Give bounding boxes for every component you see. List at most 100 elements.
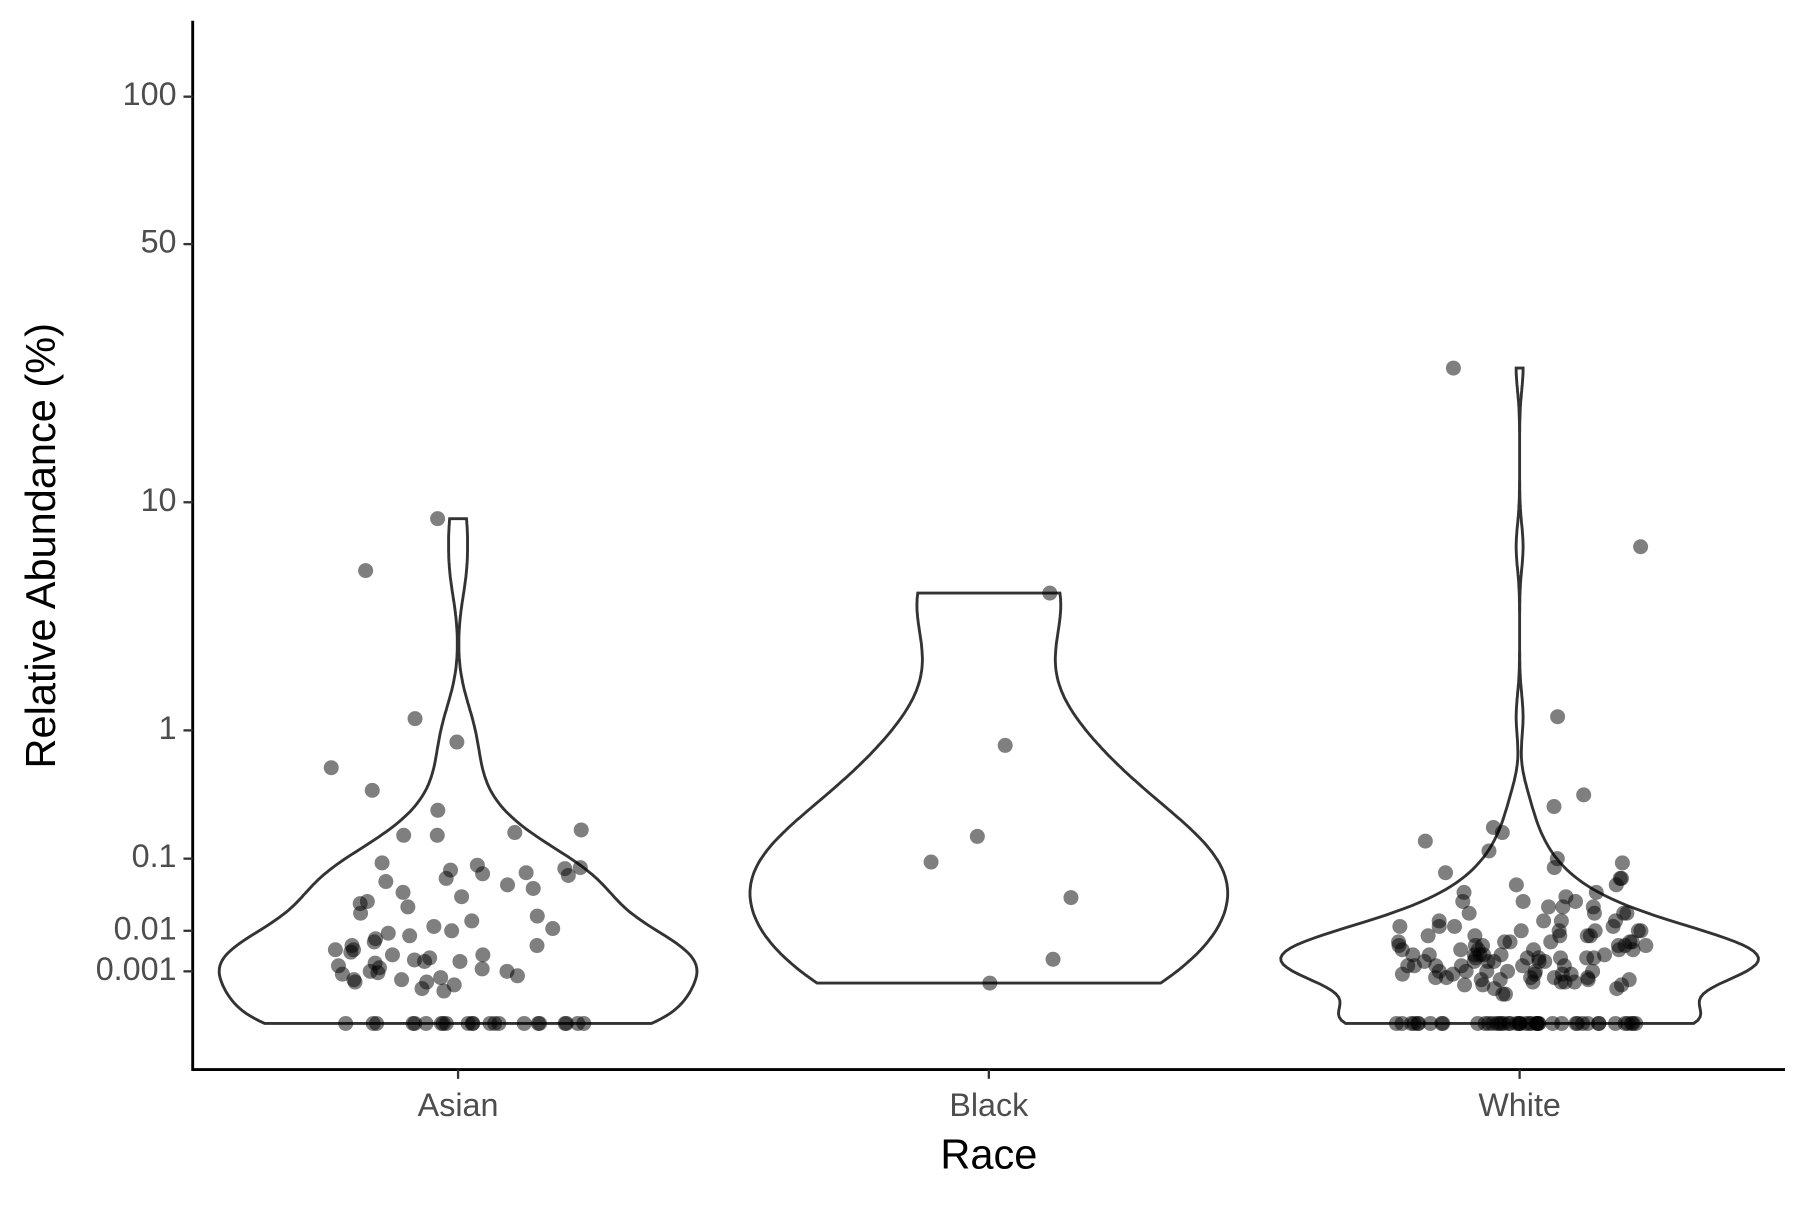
point [1633,539,1649,555]
point [1063,890,1079,906]
point [1394,1015,1410,1031]
point [491,1015,507,1031]
point [1428,970,1444,986]
point [402,928,418,944]
point [1608,1015,1624,1031]
point [1515,958,1531,974]
point [394,972,410,988]
point [1491,1015,1507,1031]
point [418,1015,434,1031]
point [1417,833,1433,849]
point [573,822,589,838]
point [1509,1015,1525,1031]
point [1394,966,1410,982]
point [530,1015,546,1031]
point [576,1015,592,1031]
point [1392,918,1408,934]
y-axis-title: Relative Abundance (%) [17,323,64,768]
point [1541,899,1557,915]
point [1453,942,1469,958]
point [558,1015,574,1031]
points [323,360,1654,1031]
point [1630,923,1646,939]
point [429,827,445,843]
point [1445,360,1461,376]
point [338,1015,354,1031]
point [1605,918,1621,934]
y-tick-label: 1 [159,710,177,746]
x-tick-label: White [1478,1087,1561,1123]
y-tick-label: 0.01 [114,910,177,946]
point [1536,913,1552,929]
point [518,865,534,881]
point [454,889,470,905]
point [1555,899,1571,915]
point [378,874,394,890]
point [1481,843,1497,859]
point [1513,923,1529,939]
point [1447,918,1463,934]
point [1494,825,1510,841]
point [430,802,446,818]
point [1470,1015,1486,1031]
point [358,563,374,579]
point [1614,855,1630,871]
point [997,737,1013,753]
y-tick-label: 0.1 [132,838,177,874]
point [1625,1015,1641,1031]
point [436,983,452,999]
point [430,511,446,527]
point [1458,963,1474,979]
point [452,953,468,969]
point [474,961,490,977]
point [417,953,433,969]
point [1457,977,1473,993]
point [525,880,541,896]
point [1042,585,1058,601]
y-tick-label: 0.001 [96,951,177,987]
point [1455,893,1471,909]
point [1406,958,1422,974]
point [1461,905,1477,921]
y-tick-label: 50 [141,224,177,260]
point [1422,1015,1438,1031]
y-tick-label: 100 [123,76,177,112]
point [1567,893,1583,909]
point [1566,974,1582,990]
point [395,884,411,900]
point [433,970,449,986]
point [1582,928,1598,944]
point [516,1015,532,1031]
point [444,923,460,939]
point [449,734,465,750]
point [396,827,412,843]
point [327,942,343,958]
x-tick-label: Black [949,1087,1029,1123]
point [1609,981,1625,997]
point [364,782,380,798]
point [1431,918,1447,934]
point [1580,1015,1596,1031]
point [529,938,545,954]
point [969,828,985,844]
violins [217,366,1760,1025]
point [507,825,523,841]
x-axis-title: Race [940,1130,1037,1177]
point [323,760,339,776]
x-tick-label: Asian [418,1087,499,1123]
violin [217,517,699,1025]
point [366,934,382,950]
point [1515,893,1531,909]
point [1580,972,1596,988]
point [369,1015,385,1031]
point [1546,860,1562,876]
point [1568,1015,1584,1031]
point [1525,974,1541,990]
point [1438,970,1454,986]
point [529,908,545,924]
point [1045,951,1061,967]
point [1638,938,1654,954]
point [560,867,576,883]
